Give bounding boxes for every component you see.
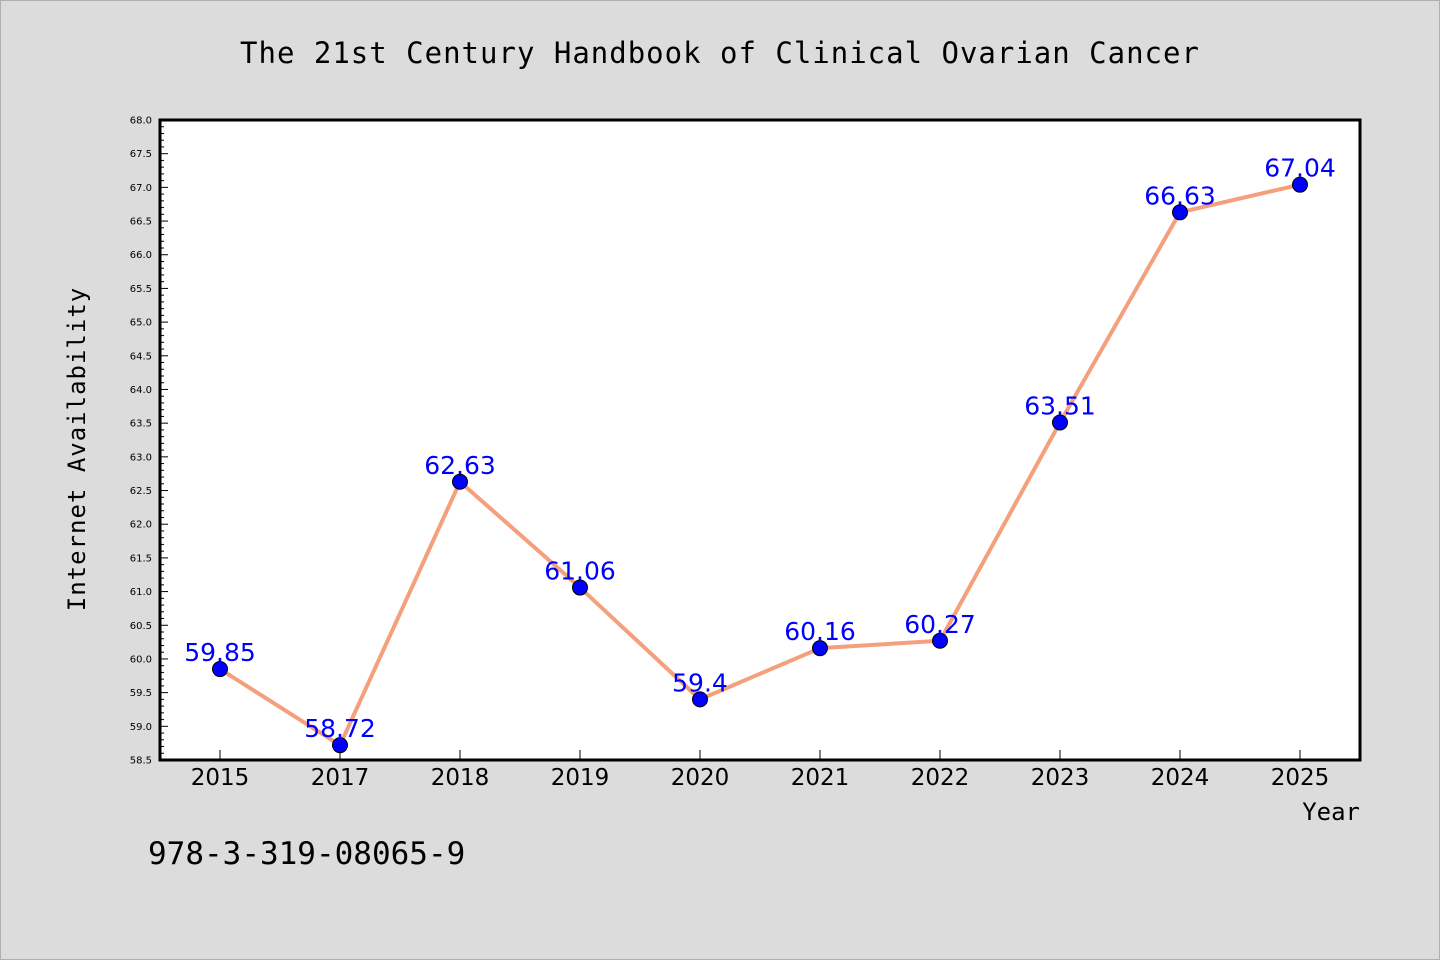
x-axis-ticks: 2015 2017 2018 2019 2020 2021 2022 2023 2024 2025 — [191, 750, 1330, 791]
x-tick-label: 2017 — [311, 765, 370, 791]
y-axis-ticks: 58.5 59.0 59.5 60.0 60.5 61.0 61.5 62.0 62.5 63.0… — [130, 116, 168, 767]
x-tick-label: 2020 — [671, 765, 730, 791]
y-tick-label: 65.0 — [130, 318, 152, 329]
y-tick-label: 65.5 — [130, 284, 152, 295]
x-tick-label: 2019 — [551, 765, 610, 791]
x-tick-label: 2018 — [431, 765, 490, 791]
series-line — [218, 182, 1301, 748]
y-tick-label: 64.5 — [130, 351, 152, 362]
data-label: 58.72 — [304, 714, 376, 743]
x-tick-label: 2022 — [911, 765, 970, 791]
y-tick-label: 61.5 — [130, 553, 152, 564]
data-point — [932, 632, 948, 649]
y-tick-label: 60.5 — [130, 621, 152, 632]
data-label: 60.16 — [784, 617, 856, 646]
x-tick-label: 2024 — [1151, 765, 1210, 791]
y-tick-label: 59.5 — [130, 688, 152, 699]
y-axis-label: Internet Availability — [63, 287, 91, 611]
data-label: 59.4 — [672, 668, 728, 697]
data-point — [1052, 414, 1068, 431]
y-tick-label: 64.0 — [130, 385, 152, 396]
data-point — [452, 473, 468, 490]
x-tick-label: 2015 — [191, 765, 250, 791]
data-point — [1292, 176, 1308, 193]
data-label: 60.27 — [904, 610, 976, 639]
y-tick-label: 59.0 — [130, 722, 152, 733]
y-tick-label: 63.0 — [130, 452, 152, 463]
data-label: 61.06 — [544, 557, 616, 586]
plot-border — [158, 118, 1362, 762]
data-label: 63.51 — [1024, 391, 1096, 420]
data-point — [572, 579, 588, 596]
plot-area — [160, 120, 1360, 760]
y-tick-label: 66.5 — [130, 217, 152, 228]
x-tick-label: 2021 — [791, 765, 850, 791]
y-tick-label: 62.0 — [130, 520, 152, 531]
x-axis-label: Year — [1302, 798, 1360, 826]
data-label: 62.63 — [424, 451, 496, 480]
x-tick-label: 2023 — [1031, 765, 1090, 791]
y-tick-label: 60.0 — [130, 654, 152, 665]
y-tick-label: 58.5 — [130, 756, 152, 767]
data-point — [1172, 204, 1188, 221]
series-group: 59.85 58.72 62.63 61.06 59.4 60.16 60.27 63.51 6… — [184, 154, 1336, 754]
x-tick-label: 2025 — [1271, 765, 1330, 791]
y-tick-label: 61.0 — [130, 587, 152, 598]
isbn-text: 978-3-319-08065-9 — [148, 836, 465, 872]
data-point — [812, 640, 828, 657]
data-point — [332, 737, 348, 754]
chart-title: The 21st Century Handbook of Clinical Ov… — [240, 36, 1200, 70]
data-label: 66.63 — [1144, 181, 1216, 210]
y-tick-label: 63.5 — [130, 419, 152, 430]
y-tick-label: 67.5 — [130, 149, 152, 160]
data-label: 67.04 — [1264, 154, 1336, 183]
data-point — [692, 691, 708, 708]
y-tick-label: 66.0 — [130, 250, 152, 261]
y-tick-label: 62.5 — [130, 486, 152, 497]
y-tick-label: 67.0 — [130, 183, 152, 194]
data-point — [212, 661, 228, 678]
data-label: 59.85 — [184, 638, 256, 667]
y-tick-label: 68.0 — [130, 116, 152, 127]
